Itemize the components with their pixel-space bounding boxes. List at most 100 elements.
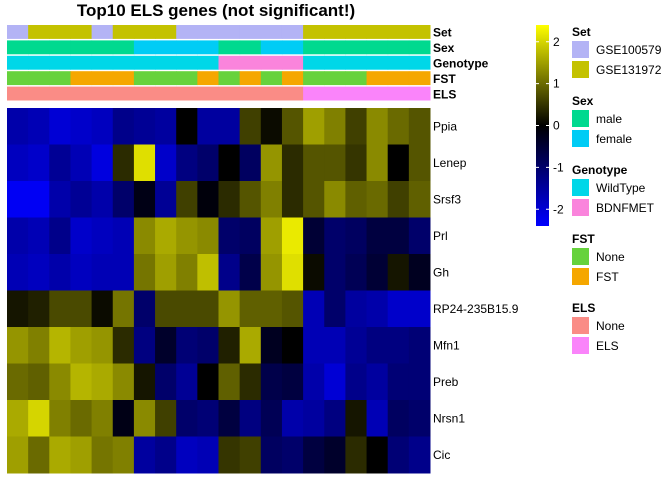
annotation-cell-set-11 — [218, 25, 241, 39]
heatmap-cell-mfn1-17 — [345, 327, 368, 364]
heatmap-cell-prl-17 — [345, 217, 368, 255]
scale-tick-label-2: 2 — [553, 35, 560, 49]
heatmap-cell-mfn1-1 — [7, 327, 29, 364]
heatmap-cell-mfn1-10 — [197, 327, 219, 364]
heatmap-cell-gh-6 — [112, 254, 135, 291]
heatmap-cell-mfn1-6 — [112, 327, 135, 364]
heatmap-cell-srsf3-6 — [112, 181, 135, 218]
annotation-cell-set-17 — [345, 25, 368, 39]
heatmap-cell-rp24-235b15-9-6 — [112, 290, 135, 328]
heatmap-cell-mfn1-4 — [70, 327, 93, 364]
heatmap-cell-rp24-235b15-9-12 — [239, 290, 262, 328]
heatmap-cell-rp24-235b15-9-9 — [176, 290, 198, 328]
annotation-cell-els-2 — [28, 86, 50, 101]
heatmap-cell-rp24-235b15-9-14 — [281, 290, 304, 328]
heatmap-cell-prl-18 — [366, 217, 389, 255]
heatmap-cell-nrsn1-8 — [155, 400, 177, 437]
heatmap-cell-prl-5 — [91, 217, 114, 255]
heatmap-cell-prl-1 — [7, 217, 29, 255]
heatmap-cell-mfn1-11 — [218, 327, 241, 364]
heatmap-cell-ppia-4 — [70, 108, 93, 145]
annotation-cell-genotype-5 — [91, 55, 114, 70]
heatmap-cell-mfn1-18 — [366, 327, 389, 364]
heatmap-cell-rp24-235b15-9-16 — [324, 290, 346, 328]
heatmap-cell-prl-19 — [387, 217, 410, 255]
annotation-cell-genotype-12 — [239, 55, 262, 70]
heatmap-cell-srsf3-4 — [70, 181, 93, 218]
heatmap-cell-cic-18 — [366, 436, 389, 474]
legend-label-sex-female: female — [596, 132, 632, 146]
heatmap-cell-rp24-235b15-9-1 — [7, 290, 29, 328]
chart-title: Top10 ELS genes (not significant!) — [77, 1, 355, 20]
heatmap-cell-mfn1-15 — [303, 327, 325, 364]
row-label-lenep: Lenep — [433, 156, 467, 170]
heatmap-cell-srsf3-15 — [303, 181, 325, 218]
heatmap-cell-cic-1 — [7, 436, 29, 474]
annotation-cell-set-8 — [155, 25, 177, 39]
annotation-cell-fst-11 — [218, 71, 241, 86]
annotation-cell-els-18 — [366, 86, 389, 101]
heatmap-cell-preb-19 — [387, 363, 410, 401]
heatmap-cell-cic-7 — [133, 436, 156, 474]
annotation-cell-sex-3 — [49, 40, 71, 55]
annotation-cell-sex-11 — [218, 40, 241, 55]
heatmap-cell-lenep-20 — [408, 144, 431, 182]
heatmap-cell-lenep-15 — [303, 144, 325, 182]
heatmap-cell-rp24-235b15-9-18 — [366, 290, 389, 328]
heatmap-cell-rp24-235b15-9-17 — [345, 290, 368, 328]
annotation-cell-fst-7 — [133, 71, 156, 86]
legend-swatch-els-els — [572, 337, 589, 354]
heatmap-cell-srsf3-17 — [345, 181, 368, 218]
heatmap-cell-preb-18 — [366, 363, 389, 401]
heatmap-cell-preb-16 — [324, 363, 346, 401]
heatmap-cell-nrsn1-12 — [239, 400, 262, 437]
legend-label-els-none: None — [596, 319, 625, 333]
annotation-cell-set-10 — [197, 25, 219, 39]
heatmap-cell-srsf3-10 — [197, 181, 219, 218]
annotation-cell-genotype-13 — [260, 55, 283, 70]
annotation-cell-set-9 — [176, 25, 198, 39]
legend-swatch-genotype-bdnfmet — [572, 199, 589, 216]
heatmap-cell-gh-17 — [345, 254, 368, 291]
heatmap-cell-lenep-4 — [70, 144, 93, 182]
scale-tick-label-0: 0 — [553, 119, 560, 133]
legend-label-genotype-bdnfmet: BDNFMET — [596, 201, 655, 215]
annotation-cell-els-12 — [239, 86, 262, 101]
heatmap-cell-lenep-14 — [281, 144, 304, 182]
annotation-cell-genotype-9 — [176, 55, 198, 70]
heatmap-cell-rp24-235b15-9-13 — [260, 290, 283, 328]
annotation-cell-genotype-10 — [197, 55, 219, 70]
annotation-cell-sex-6 — [112, 40, 135, 55]
annotation-cell-genotype-8 — [155, 55, 177, 70]
heatmap-cell-gh-18 — [366, 254, 389, 291]
heatmap-cell-srsf3-9 — [176, 181, 198, 218]
heatmap-cell-preb-11 — [218, 363, 241, 401]
annotation-cell-genotype-17 — [345, 55, 368, 70]
annotation-cell-sex-20 — [408, 40, 431, 55]
heatmap-cell-srsf3-12 — [239, 181, 262, 218]
heatmap-cell-prl-11 — [218, 217, 241, 255]
annotation-cell-set-13 — [260, 25, 283, 39]
heatmap-cell-preb-20 — [408, 363, 431, 401]
heatmap-cell-mfn1-5 — [91, 327, 114, 364]
annotation-cell-fst-13 — [260, 71, 283, 86]
annotation-label-genotype: Genotype — [433, 57, 489, 71]
heatmap-cell-srsf3-20 — [408, 181, 431, 218]
legend-swatch-fst-fst — [572, 268, 589, 285]
annotation-cell-sex-16 — [324, 40, 346, 55]
heatmap-cell-gh-5 — [91, 254, 114, 291]
heatmap-cell-mfn1-20 — [408, 327, 431, 364]
annotation-cell-sex-14 — [281, 40, 304, 55]
heatmap-cell-preb-9 — [176, 363, 198, 401]
heatmap-cell-cic-13 — [260, 436, 283, 474]
annotation-cell-fst-1 — [7, 71, 29, 86]
heatmap-cell-cic-4 — [70, 436, 93, 474]
heatmap-cell-nrsn1-5 — [91, 400, 114, 437]
heatmap-cell-ppia-7 — [133, 108, 156, 145]
annotation-cell-els-19 — [387, 86, 410, 101]
heatmap-cell-nrsn1-15 — [303, 400, 325, 437]
heatmap-cell-gh-20 — [408, 254, 431, 291]
heatmap-cell-cic-11 — [218, 436, 241, 474]
row-label-rp24-235b15-9: RP24-235B15.9 — [433, 302, 519, 316]
